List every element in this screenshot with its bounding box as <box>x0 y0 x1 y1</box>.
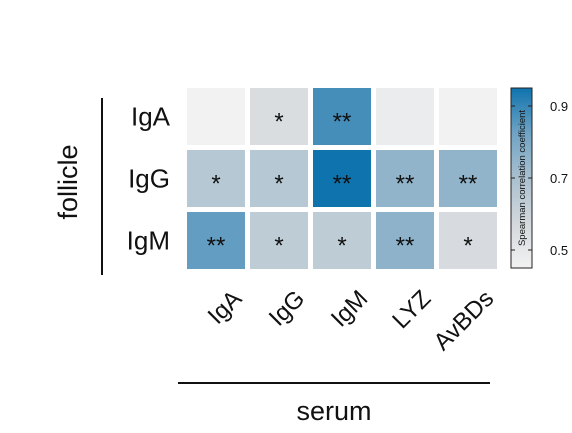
heatmap-cell-igg-igm <box>313 150 371 207</box>
column-label-igg: IgG <box>264 285 310 331</box>
significance-markers: * *** * ** ** **** * * ** * <box>207 109 478 260</box>
heatmap-cell-igm-igg <box>250 212 308 269</box>
heatmap-cell-igm-lyz <box>376 212 434 269</box>
heatmap-cell-iga-igm <box>313 88 371 145</box>
column-label-iga: IgA <box>203 285 248 330</box>
colorbar: Spearman correlation coefficient 0.90.70… <box>510 87 568 269</box>
colorbar-ticks: 0.9 0.7 0.5 <box>511 99 568 258</box>
significance-marker: ** <box>459 171 478 198</box>
heatmap-cell-igg-igg <box>250 150 308 207</box>
significance-marker: * <box>463 233 472 260</box>
heatmap-cell-iga-igg <box>250 88 308 145</box>
heatmap-cell-igm-iga <box>187 212 245 269</box>
heatmap-cell-iga-iga <box>187 88 245 145</box>
significance-marker: ** <box>396 171 415 198</box>
heatmap-cell-igg-iga <box>187 150 245 207</box>
column-label-lyz: LYZ <box>387 285 436 334</box>
colorbar-tick-label: 0.7 <box>550 171 568 186</box>
significance-marker: * <box>274 171 283 198</box>
row-label-igm: IgM <box>127 226 170 256</box>
column-label-igm: IgM <box>326 285 373 332</box>
colorbar-tick-label: 0.9 <box>550 99 568 114</box>
x-axis-title: serum <box>296 396 371 426</box>
column-label-avbds: AvBDs <box>429 285 500 356</box>
y-axis-title: follicle <box>53 144 83 219</box>
heatmap-cell-igg-lyz <box>376 150 434 207</box>
significance-marker: ** <box>396 233 415 260</box>
significance-marker: * <box>274 109 283 136</box>
significance-marker: ** <box>333 109 352 136</box>
significance-marker: * <box>211 171 220 198</box>
heatmap-cells <box>187 88 497 269</box>
heatmap-cell-iga-lyz <box>376 88 434 145</box>
row-label-iga: IgA <box>131 102 171 132</box>
significance-marker: * <box>337 233 346 260</box>
heatmap-cell-igm-igm <box>313 212 371 269</box>
row-labels: IgA IgG IgM <box>127 102 171 256</box>
row-label-igg: IgG <box>128 164 170 194</box>
significance-marker: * <box>274 233 283 260</box>
colorbar-tick-label: 0.5 <box>550 243 568 258</box>
heatmap-cell-igg-avbds <box>439 150 497 207</box>
colorbar-title: Spearman correlation coefficient <box>517 110 528 246</box>
heatmap-cell-igm-avbds <box>439 212 497 269</box>
significance-marker: ** <box>333 171 352 198</box>
significance-marker: ** <box>207 233 226 260</box>
heatmap-cell-iga-avbds <box>439 88 497 145</box>
